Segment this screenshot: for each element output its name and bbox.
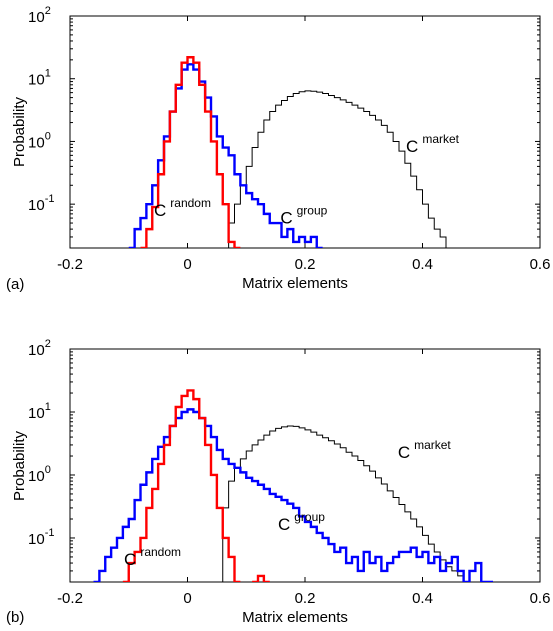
y-tick-base: 10 [28,134,45,151]
x-tick-label: 0.2 [295,590,316,607]
y-tick-exponent: 1 [45,68,51,80]
y-tick-exponent: -1 [45,527,55,539]
x-tick-label: 0 [183,590,191,607]
y-tick-exponent: -1 [45,193,55,205]
y-tick-label: 100 [28,130,51,151]
annotation-superscript: random [170,196,211,210]
series-line-c-group [93,408,493,582]
x-axis-label: Matrix elements [242,275,348,292]
y-tick-exponent: 1 [45,401,51,413]
panel-label: (b) [6,609,24,626]
y-tick-base: 10 [28,468,45,485]
panel-label: (a) [6,276,24,293]
y-tick-exponent: 2 [45,5,51,17]
y-tick-label: 102 [28,5,51,26]
y-tick-exponent: 0 [45,130,51,142]
series-line-c-random [122,389,270,582]
annotation-superscript: random [140,545,181,559]
annotation-main: C [278,515,290,534]
y-tick-exponent: 2 [45,338,51,350]
series-line-c-random [140,56,241,248]
x-tick-label: -0.2 [57,256,83,273]
y-tick-base: 10 [28,405,45,422]
annotation-superscript: group [297,204,328,218]
y-tick-base: 10 [28,72,45,89]
annotation-superscript: market [414,438,451,452]
y-tick-base: 10 [28,342,45,359]
y-tick-label: 100 [28,464,51,485]
annotation-main: C [398,443,410,462]
y-tick-base: 10 [28,197,45,214]
x-tick-label: 0.4 [412,256,433,273]
x-tick-label: 0.6 [530,590,551,607]
x-axis-label: Matrix elements [242,609,348,626]
y-tick-label: 101 [28,401,51,422]
annotation-main: C [154,201,166,220]
annotation-superscript: group [294,510,325,524]
y-tick-base: 10 [28,531,45,548]
x-tick-label: -0.2 [57,590,83,607]
series-line-c-group [128,63,323,248]
x-tick-label: 0.6 [530,256,551,273]
x-tick-label: 0.4 [412,590,433,607]
y-axis-label: Probability [11,430,28,501]
y-tick-exponent: 0 [45,464,51,476]
y-tick-label: 10-1 [28,527,54,548]
annotation-main: C [406,137,418,156]
series-line-c-market [216,425,488,582]
y-tick-base: 10 [28,9,45,26]
y-tick-label: 10-1 [28,193,54,214]
series-line-c-market [222,90,458,248]
annotation-superscript: market [422,132,459,146]
y-tick-label: 102 [28,338,51,359]
y-tick-label: 101 [28,68,51,89]
annotation-main: C [280,209,292,228]
annotation-main: C [124,550,136,569]
y-axis-label: Probability [11,96,28,167]
x-tick-label: 0 [183,256,191,273]
x-tick-label: 0.2 [295,256,316,273]
